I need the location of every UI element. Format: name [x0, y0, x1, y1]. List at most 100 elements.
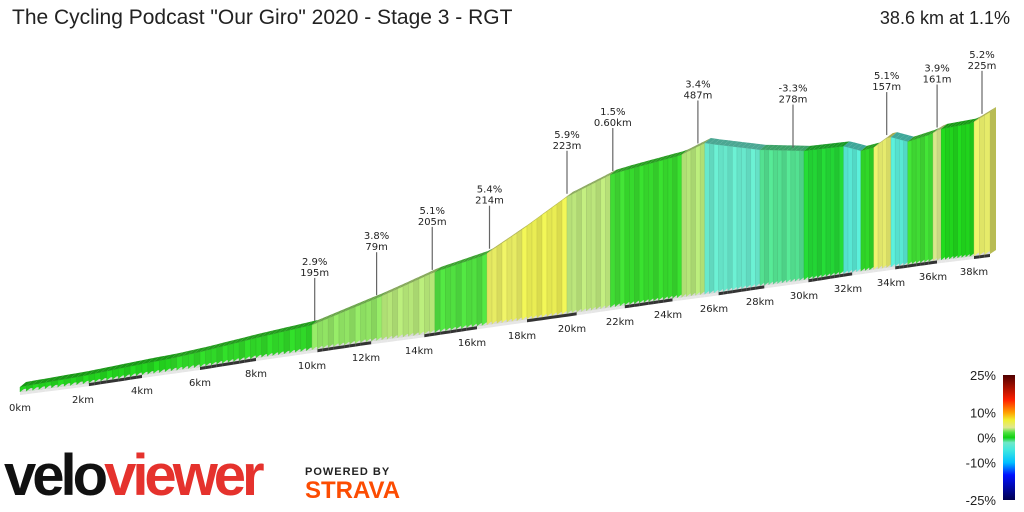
profile-top-surface: [974, 113, 986, 122]
profile-strip: [408, 281, 414, 337]
distance-scale-band: [461, 327, 467, 332]
profile-top-surface: [300, 321, 313, 328]
profile-top-surface: [130, 360, 143, 367]
profile-strip: [381, 293, 388, 341]
distance-scale-band: [709, 293, 714, 297]
profile-strip: [429, 271, 436, 334]
profile-top-surface: [899, 134, 910, 141]
profile-top-surface: [424, 269, 436, 277]
profile-top-surface: [672, 151, 684, 158]
profile-top-surface: [903, 135, 914, 142]
profile-top-surface: [695, 140, 707, 148]
distance-scale-band: [408, 335, 414, 340]
profile-strip: [365, 300, 372, 343]
distance-scale-band: [839, 273, 844, 278]
profile-top-surface: [403, 278, 415, 287]
profile-strip: [283, 329, 290, 355]
profile-top-surface: [171, 352, 183, 359]
distance-scale-band: [723, 290, 728, 295]
profile-top-surface: [537, 210, 548, 219]
distance-scale-band: [834, 274, 840, 279]
profile-top-surface: [512, 228, 523, 237]
profile-strip: [541, 210, 548, 318]
profile-top-surface: [852, 143, 863, 150]
profile-top-surface: [261, 330, 274, 337]
profile-top-surface: [413, 274, 425, 282]
profile-top-surface: [567, 189, 578, 197]
distance-scale-band: [899, 265, 904, 269]
veloviewer-logo[interactable]: veloviewer: [4, 446, 265, 506]
distance-scale-band: [284, 353, 290, 357]
distance-scale-band: [250, 358, 256, 362]
distance-scale-band: [937, 260, 942, 264]
profile-strip: [610, 173, 616, 308]
distance-scale-band: [64, 385, 71, 390]
profile-strip: [506, 236, 513, 323]
profile-top-surface: [32, 378, 45, 385]
profile-strip: [777, 150, 783, 284]
profile-strip: [333, 313, 340, 348]
profile-strip: [873, 143, 879, 270]
profile-strip: [847, 147, 853, 274]
distance-scale-band: [381, 339, 388, 343]
distance-scale-band: [244, 358, 251, 363]
profile-strip: [536, 214, 543, 319]
profile-top-surface: [760, 144, 771, 150]
powered-by-strava[interactable]: POWERED BY STRAVA: [305, 466, 400, 504]
distance-scale-band: [777, 283, 782, 287]
distance-scale-band: [672, 297, 678, 302]
distance-scale-band: [57, 386, 65, 391]
profile-top-surface: [886, 132, 897, 139]
x-axis-ticks: 0km 2km 4km 6km 8km 10km 12km 14km 16km 18km 20km 2…: [9, 267, 988, 414]
profile-top-surface: [839, 141, 850, 147]
profile-top-surface: [419, 271, 431, 280]
profile-top-surface: [205, 344, 218, 351]
distance-scale-band: [557, 314, 562, 319]
profile-strip: [695, 145, 701, 296]
distance-scale-band: [882, 267, 887, 272]
distance-scale-band: [799, 280, 804, 284]
profile-top-surface: [937, 123, 948, 131]
profile-strip: [295, 327, 301, 353]
profile-strip: [434, 269, 441, 333]
profile-top-surface: [755, 144, 766, 150]
distance-scale-band: [317, 348, 323, 353]
distance-scale-band: [804, 279, 809, 283]
profile-top-surface: [668, 152, 679, 159]
distance-scale-band: [718, 291, 724, 296]
distance-scale-band: [188, 367, 195, 372]
distance-scale-band: [714, 292, 719, 296]
distance-scale-band: [704, 293, 710, 298]
distance-scale-band: [600, 308, 606, 312]
profile-top-surface: [907, 135, 918, 142]
profile-strip: [686, 149, 692, 297]
profile-top-surface: [355, 299, 367, 307]
distance-scale-band: [434, 331, 441, 336]
profile-top-surface: [371, 293, 383, 301]
profile-strip: [461, 260, 467, 329]
page-title: The Cycling Podcast "Our Giro" 2020 - St…: [12, 6, 513, 29]
annotation-length: 195m: [300, 268, 329, 279]
profile-strip: [648, 162, 654, 303]
distance-scale-band: [312, 349, 318, 353]
profile-strip: [821, 148, 827, 278]
profile-strip: [799, 150, 805, 281]
distance-scale-band: [634, 303, 640, 307]
strava-logo: STRAVA: [305, 477, 401, 504]
distance-scale-band: [51, 387, 58, 391]
distance-scale-band: [228, 361, 234, 366]
distance-scale-band: [795, 280, 800, 285]
profile-strip: [338, 311, 345, 347]
profile-strip: [969, 121, 975, 257]
profile-top-surface: [38, 377, 52, 384]
profile-strip: [328, 315, 334, 348]
profile-top-surface: [284, 325, 296, 332]
distance-scale-band: [727, 290, 733, 294]
profile-top-surface: [882, 133, 893, 142]
profile-strip: [709, 143, 715, 294]
distance-scale-band: [830, 275, 835, 279]
distance-scale-band: [572, 312, 577, 316]
distance-scale-band: [610, 306, 616, 311]
distance-scale-band: [957, 257, 962, 261]
distance-scale-band: [339, 345, 345, 349]
